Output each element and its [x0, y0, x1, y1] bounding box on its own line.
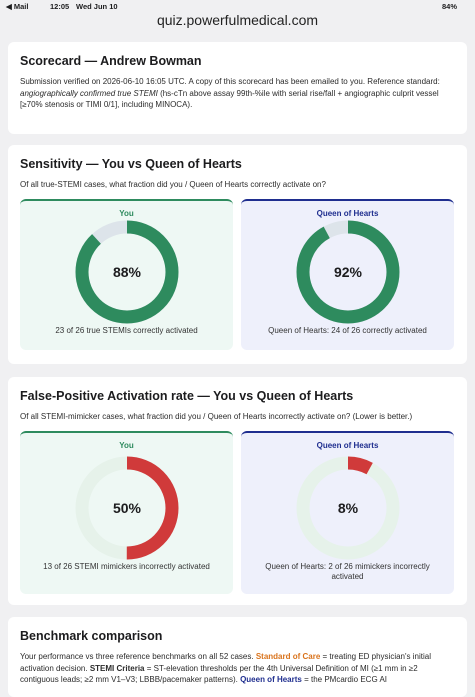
panel-label: Queen of Hearts — [316, 208, 379, 218]
card-question: Of all true-STEMI cases, what fraction d… — [20, 180, 326, 189]
page: ◀ Mail 12:05 Wed Jun 10 84% quiz.powerfu… — [6, 2, 467, 697]
panel-caption: 23 of 26 true STEMIs correctly activated — [55, 325, 198, 335]
donut-value: 50% — [112, 500, 141, 516]
card-title: False-Positive Activation rate — You vs … — [20, 389, 354, 403]
text: (hs-cTn above assay 99th-%ile with seria… — [20, 88, 439, 110]
donut-value: 88% — [112, 264, 141, 280]
text: Standard of Care — [255, 652, 321, 661]
donut: 88% — [75, 220, 178, 323]
panel: You 88% 23 of 26 true STEMIs correctly act… — [20, 198, 233, 350]
donut: 92% — [296, 220, 399, 323]
donut-arc — [296, 456, 399, 559]
url-bar[interactable]: quiz.powerfulmedical.com — [156, 12, 319, 28]
panels: You 88% 23 of 26 true STEMIs correctly act… — [20, 198, 455, 350]
date: Wed Jun 10 — [76, 2, 118, 11]
text: Your performance vs three reference benc… — [20, 652, 256, 661]
text: = treating ED physician's initial activa… — [20, 652, 431, 673]
donut-arc — [75, 456, 178, 559]
card-text: Submission verified on 2026-06-10 16:05 … — [20, 76, 455, 111]
false-positive-card: False-Positive Activation rate — You vs … — [8, 377, 467, 605]
text: angiographically confirmed true STEMI — [20, 88, 158, 98]
card-title: Sensitivity — You vs Queen of Hearts — [20, 157, 242, 171]
panel: You 50% 13 of 26 STEMI mimickers incorrect… — [20, 430, 233, 594]
scorecard-card: Scorecard — Andrew Bowman Submission ver… — [8, 42, 467, 134]
panel-caption: Queen of Hearts: 24 of 26 correctly acti… — [268, 325, 427, 335]
donut-value: 92% — [333, 264, 362, 280]
donut: 8% — [296, 456, 399, 559]
sensitivity-card: Sensitivity — You vs Queen of Hearts Of … — [8, 145, 467, 364]
donut-arc — [75, 220, 178, 323]
card-text: Your performance vs three reference benc… — [20, 651, 455, 686]
donut-value: 8% — [337, 500, 358, 516]
donut-arc — [296, 220, 399, 323]
panels: You 50% 13 of 26 STEMI mimickers incorrect… — [20, 430, 455, 594]
card-title: Scorecard — Andrew Bowman — [20, 54, 202, 68]
text: STEMI Criteria — [89, 663, 145, 673]
card-title: Benchmark comparison — [20, 629, 163, 643]
panel-label: You — [119, 440, 134, 450]
card-question: Of all STEMI-mimicker cases, what fracti… — [20, 412, 413, 421]
panel-label: Queen of Hearts — [316, 440, 379, 450]
panel-caption: 13 of 26 STEMI mimickers incorrectly act… — [43, 561, 210, 571]
battery: 84% — [442, 2, 458, 11]
time: 12:05 — [50, 2, 70, 11]
panel-label: You — [119, 208, 134, 218]
text: Submission verified on 2026-06-10 16:05 … — [20, 77, 440, 86]
donut: 50% — [75, 456, 178, 559]
panel: Queen of Hearts 92% Queen of Hearts: 24 of… — [241, 198, 454, 350]
panel: Queen of Hearts 8% Queen of Hearts: 2 of 2… — [241, 430, 454, 594]
benchmark-card: Benchmark comparison Your performance vs… — [8, 617, 467, 697]
panel-caption: Queen of Hearts: 2 of 26 mimickers incor… — [265, 561, 430, 582]
back-link[interactable]: ◀ Mail — [6, 2, 29, 11]
